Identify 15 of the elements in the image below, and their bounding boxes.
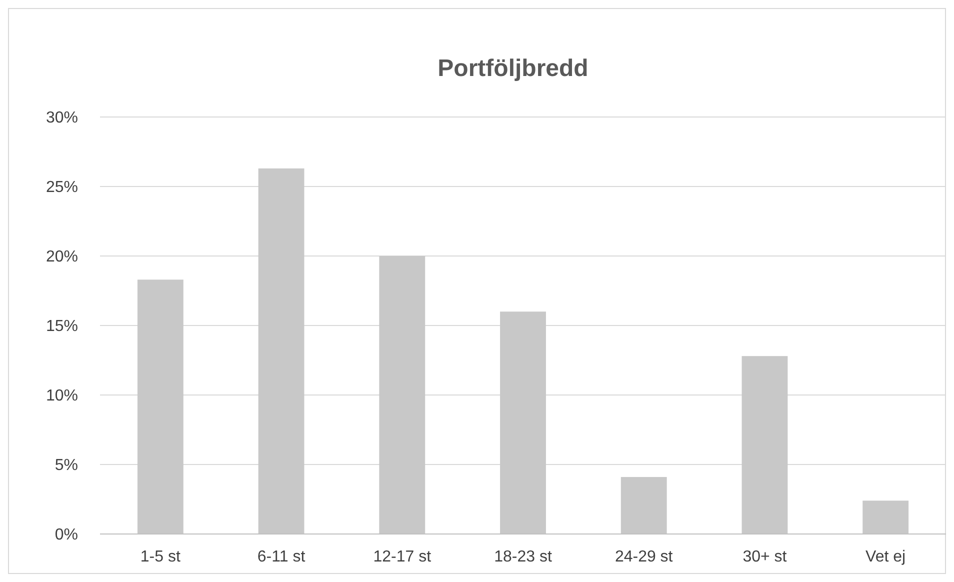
x-tick-label: 18-23 st — [494, 548, 552, 566]
y-tick-label: 20% — [46, 248, 78, 266]
y-tick-label: 0% — [54, 526, 78, 544]
y-tick-label: 15% — [46, 318, 78, 336]
y-tick-label: 25% — [46, 179, 78, 196]
x-tick-label: 24-29 st — [614, 548, 674, 566]
x-tick-label: 1-5 st — [140, 548, 181, 566]
y-tick-label: 30% — [46, 110, 78, 127]
chart-title: Portföljbredd — [438, 55, 588, 82]
x-tick-label: 12-17 st — [373, 548, 432, 566]
y-tick-label: 10% — [46, 388, 78, 405]
x-tick-label: Vet ej — [866, 548, 906, 566]
y-tick-label: 5% — [54, 457, 78, 474]
x-tick-label: 30+ st — [742, 548, 788, 566]
x-tick-label: 6-11 st — [257, 548, 306, 566]
